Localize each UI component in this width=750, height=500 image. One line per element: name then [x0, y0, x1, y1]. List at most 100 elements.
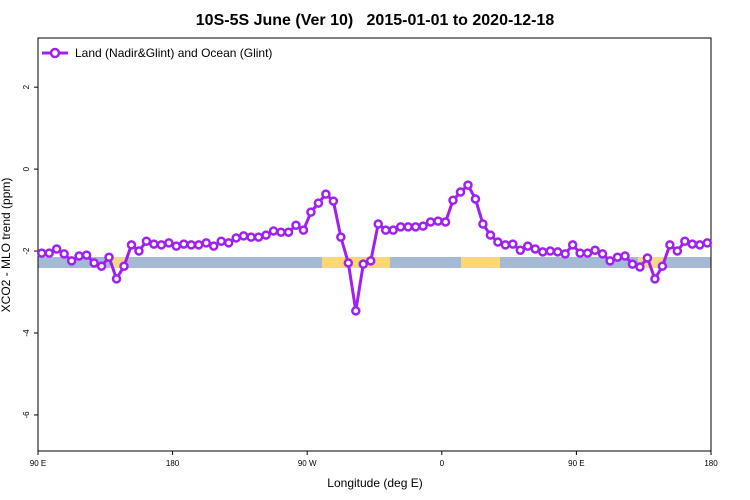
- data-point: [238, 231, 249, 241]
- data-point: [261, 230, 271, 240]
- data-point: [612, 252, 623, 262]
- data-point: [418, 221, 428, 231]
- data-point: [455, 187, 466, 197]
- x-tick-label: 90 E: [30, 459, 46, 468]
- y-tick-label: 0: [22, 166, 31, 171]
- data-point: [695, 240, 705, 250]
- data-point: [336, 232, 346, 242]
- data-point: [545, 246, 555, 256]
- data-point: [343, 258, 354, 268]
- data-point: [194, 240, 204, 250]
- y-tick-label: 2: [22, 84, 31, 89]
- data-point: [538, 247, 548, 257]
- data-point: [508, 239, 518, 249]
- data-point: [523, 241, 533, 251]
- data-point: [493, 237, 503, 247]
- data-point: [687, 239, 698, 249]
- data-point: [605, 256, 615, 266]
- data-point: [380, 225, 391, 235]
- data-point: [552, 247, 563, 257]
- x-axis-label: Longitude (deg E): [327, 476, 422, 490]
- data-point: [575, 248, 585, 258]
- data-point: [201, 238, 211, 248]
- data-point: [395, 222, 406, 232]
- data-point: [358, 259, 369, 269]
- data-point: [59, 249, 69, 259]
- y-tick-label: -4: [22, 329, 31, 337]
- land-band: [110, 257, 125, 268]
- data-point: [283, 227, 294, 237]
- y-axis-label: XCO2 - MLO trend (ppm): [0, 178, 13, 313]
- land-band: [638, 257, 664, 268]
- data-point: [567, 240, 578, 250]
- data-point: [351, 306, 361, 316]
- data-point: [530, 244, 541, 254]
- data-point: [156, 240, 167, 250]
- data-point: [470, 194, 481, 204]
- data-point: [231, 233, 241, 243]
- data-point: [298, 225, 309, 235]
- data-point: [186, 240, 197, 250]
- data-point: [515, 245, 526, 255]
- data-point: [208, 241, 219, 251]
- chart-title: 10S-5S June (Ver 10) 2015-01-01 to 2020-…: [196, 12, 555, 29]
- x-tick-label: 0: [440, 459, 445, 468]
- data-point: [403, 222, 413, 232]
- data-point: [171, 241, 182, 251]
- data-point: [485, 230, 496, 240]
- data-point: [440, 217, 451, 227]
- data-point: [560, 249, 570, 259]
- data-point: [313, 198, 324, 208]
- data-point: [425, 217, 436, 227]
- data-point: [89, 258, 99, 268]
- data-point: [81, 250, 92, 260]
- data-point: [657, 261, 668, 271]
- data-point: [388, 225, 398, 235]
- data-point: [253, 232, 264, 242]
- data-point: [366, 256, 376, 266]
- data-point: [134, 246, 144, 256]
- data-point: [74, 251, 84, 261]
- data-point: [149, 239, 159, 249]
- data-point: [672, 246, 683, 256]
- data-point: [291, 220, 301, 230]
- x-tick-label: 180: [704, 459, 718, 468]
- x-tick-label: 180: [166, 459, 180, 468]
- data-point: [702, 238, 713, 248]
- data-point: [268, 226, 279, 236]
- land-band: [322, 257, 390, 268]
- data-point: [36, 248, 47, 258]
- data-point: [328, 196, 339, 206]
- data-point: [680, 236, 690, 246]
- data-point: [478, 219, 488, 229]
- data-point: [96, 261, 107, 271]
- data-point: [321, 189, 331, 199]
- data-point: [433, 216, 443, 226]
- data-point: [410, 222, 421, 232]
- data-point: [246, 232, 256, 242]
- data-point: [620, 251, 630, 261]
- data-point: [104, 252, 114, 262]
- data-point: [642, 253, 653, 263]
- data-point: [126, 240, 137, 250]
- data-point: [627, 259, 638, 269]
- data-point: [119, 261, 129, 271]
- data-point: [276, 227, 286, 237]
- data-point: [223, 238, 234, 248]
- data-point: [463, 180, 473, 190]
- data-point: [51, 244, 62, 254]
- data-point: [44, 248, 54, 258]
- data-point: [216, 236, 226, 246]
- data-point: [665, 240, 675, 250]
- data-point: [373, 219, 383, 229]
- x-tick-label: 90 E: [568, 459, 584, 468]
- data-point: [141, 236, 152, 246]
- data-point: [306, 207, 316, 217]
- x-tick-label: 90 W: [298, 459, 317, 468]
- data-point: [111, 274, 122, 284]
- land-band: [461, 257, 500, 268]
- data-point: [635, 262, 645, 272]
- legend-label: Land (Nadir&Glint) and Ocean (Glint): [75, 46, 272, 60]
- data-point: [66, 256, 77, 266]
